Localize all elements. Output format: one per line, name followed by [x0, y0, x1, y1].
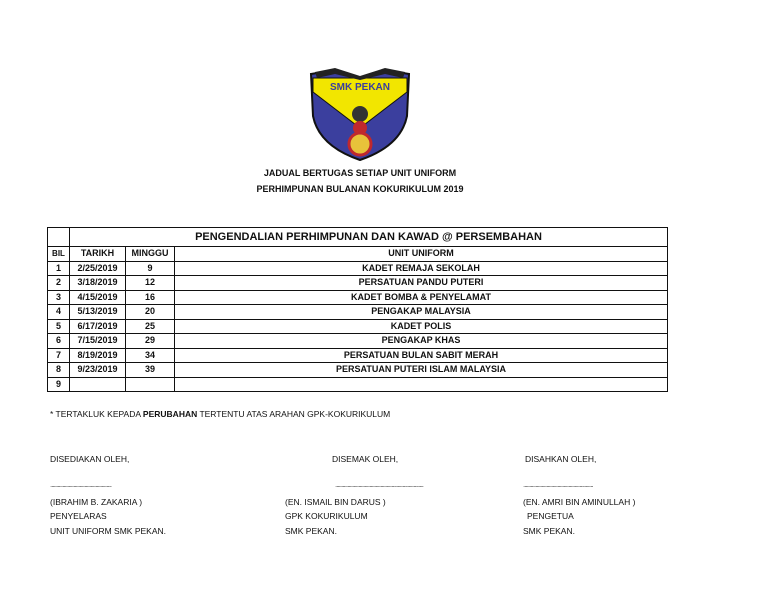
- signature-2-role: GPK KOKURIKULUM: [285, 511, 368, 521]
- cell-minggu: 9: [125, 260, 175, 276]
- cell-minggu: 16: [125, 289, 175, 305]
- svg-text:SMK PEKAN: SMK PEKAN: [330, 82, 390, 93]
- table-title: PENGENDALIAN PERHIMPUNAN DAN KAWAD @ PER…: [69, 227, 668, 247]
- table-row: 5 6/17/2019 25 KADET POLIS: [47, 318, 668, 334]
- signature-2-name: (EN. ISMAIL BIN DARUS ): [285, 497, 386, 507]
- cell-minggu: [125, 376, 175, 392]
- cell-unit: PERSATUAN PANDU PUTERI: [174, 275, 668, 291]
- cell-tarikh: 3/18/2019: [69, 275, 126, 291]
- cell-unit: PERSATUAN PUTERI ISLAM MALAYSIA: [174, 362, 668, 378]
- duty-schedule-table: PENGENDALIAN PERHIMPUNAN DAN KAWAD @ PER…: [47, 227, 668, 392]
- cell-tarikh: [69, 376, 126, 392]
- cell-unit: [174, 376, 668, 392]
- cell-bil: 7: [47, 347, 70, 363]
- header-tarikh: TARIKH: [69, 246, 126, 262]
- table-row: 7 8/19/2019 34 PERSATUAN BULAN SABIT MERAH: [47, 347, 668, 363]
- cell-unit: PENGAKAP KHAS: [174, 333, 668, 349]
- cell-unit: PENGAKAP MALAYSIA: [174, 304, 668, 320]
- signature-3-dots: ........................................…: [523, 480, 594, 489]
- cell-minggu: 29: [125, 333, 175, 349]
- signature-1-dots: ........................................…: [50, 480, 112, 489]
- cell-minggu: 39: [125, 362, 175, 378]
- cell-minggu: 34: [125, 347, 175, 363]
- cell-bil: 5: [47, 318, 70, 334]
- signature-1-org: UNIT UNIFORM SMK PEKAN.: [50, 526, 167, 536]
- cell-minggu: 20: [125, 304, 175, 320]
- blank-cell: [47, 227, 70, 247]
- table-header-row: BIL TARIKH MINGGU UNIT UNIFORM: [47, 246, 668, 262]
- note-prefix: * TERTAKLUK KEPADA: [50, 409, 143, 419]
- cell-bil: 9: [47, 376, 70, 392]
- cell-tarikh: 9/23/2019: [69, 362, 126, 378]
- cell-minggu: 25: [125, 318, 175, 334]
- signature-3-org: SMK PEKAN.: [523, 526, 575, 536]
- cell-bil: 2: [47, 275, 70, 291]
- signature-1-role: PENYELARAS: [50, 511, 107, 521]
- table-row: 1 2/25/2019 9 KADET REMAJA SEKOLAH: [47, 260, 668, 276]
- cell-tarikh: 7/15/2019: [69, 333, 126, 349]
- table-row: 4 5/13/2019 20 PENGAKAP MALAYSIA: [47, 304, 668, 320]
- note-bold: PERUBAHAN: [142, 409, 198, 419]
- signature-3-label: DISAHKAN OLEH,: [525, 454, 597, 464]
- cell-bil: 4: [47, 304, 70, 320]
- signature-2-org: SMK PEKAN.: [285, 526, 337, 536]
- header-unit: UNIT UNIFORM: [174, 246, 668, 262]
- signature-1-name: (IBRAHIM B. ZAKARIA ): [50, 497, 143, 507]
- cell-tarikh: 6/17/2019: [69, 318, 126, 334]
- cell-tarikh: 5/13/2019: [69, 304, 126, 320]
- header-bil: BIL: [47, 246, 70, 262]
- signature-1-label: DISEDIAKAN OLEH,: [50, 454, 130, 464]
- note-suffix: TERTENTU ATAS ARAHAN GPK-KOKURIKULUM: [197, 409, 391, 419]
- table-row: 3 4/15/2019 16 KADET BOMBA & PENYELAMAT: [47, 289, 668, 305]
- cell-bil: 3: [47, 289, 70, 305]
- cell-tarikh: 2/25/2019: [69, 260, 126, 276]
- table-row: 9: [47, 376, 668, 392]
- note-text: * TERTAKLUK KEPADA PERUBAHAN TERTENTU AT…: [50, 409, 390, 419]
- cell-unit: KADET POLIS: [174, 318, 668, 334]
- cell-unit: PERSATUAN BULAN SABIT MERAH: [174, 347, 668, 363]
- cell-bil: 1: [47, 260, 70, 276]
- school-crest-logo: SMK PEKAN: [309, 68, 411, 162]
- cell-unit: KADET REMAJA SEKOLAH: [174, 260, 668, 276]
- signature-3-name: (EN. AMRI BIN AMINULLAH ): [523, 497, 636, 507]
- cell-tarikh: 4/15/2019: [69, 289, 126, 305]
- cell-bil: 6: [47, 333, 70, 349]
- table-row: 2 3/18/2019 12 PERSATUAN PANDU PUTERI: [47, 275, 668, 291]
- document-title: JADUAL BERTUGAS SETIAP UNIT UNIFORM: [263, 168, 457, 178]
- cell-bil: 8: [47, 362, 70, 378]
- table-row: 6 7/15/2019 29 PENGAKAP KHAS: [47, 333, 668, 349]
- table-row: 8 9/23/2019 39 PERSATUAN PUTERI ISLAM MALAY…: [47, 362, 668, 378]
- cell-unit: KADET BOMBA & PENYELAMAT: [174, 289, 668, 305]
- cell-minggu: 12: [125, 275, 175, 291]
- signature-2-dots: ........................................…: [335, 480, 424, 489]
- cell-tarikh: 8/19/2019: [69, 347, 126, 363]
- document-subtitle: PERHIMPUNAN BULANAN KOKURIKULUM 2019: [256, 184, 464, 194]
- signature-3-role: PENGETUA: [527, 511, 574, 521]
- signature-2-label: DISEMAK OLEH,: [332, 454, 399, 464]
- header-minggu: MINGGU: [125, 246, 175, 262]
